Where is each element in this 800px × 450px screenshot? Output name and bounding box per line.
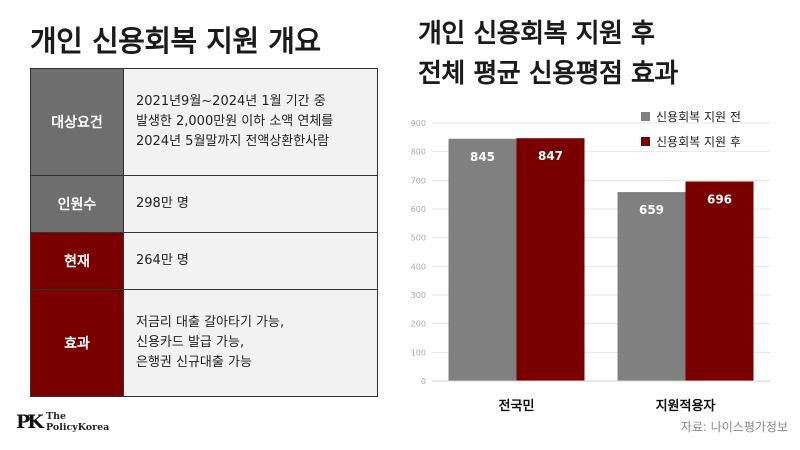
row-value-current: 264만 명 xyxy=(123,232,378,290)
y-tick-label: 300 xyxy=(411,291,426,300)
brand-logo-text: The PolicyKorea xyxy=(46,411,109,433)
brand-logo: PK The PolicyKorea xyxy=(16,409,109,435)
chart-title-line-2: 전체 평균 신용평점 효과 xyxy=(418,59,678,89)
legend-label: 신용회복 지원 후 xyxy=(656,135,741,149)
y-tick-label: 500 xyxy=(411,234,426,243)
source-note: 자료: 나이스평가정보 xyxy=(680,420,788,434)
left-title: 개인 신용회복 지원 개요 xyxy=(30,24,321,58)
brand-logo-mark: PK xyxy=(16,411,44,433)
chart-title: 개인 신용회복 지원 후 전체 평균 신용평점 효과 xyxy=(418,14,678,94)
legend-swatch xyxy=(641,112,650,121)
chart-title-line-1: 개인 신용회복 지원 후 xyxy=(418,19,655,49)
y-tick-label: 700 xyxy=(411,176,426,185)
row-label-target: 대상요건 xyxy=(30,68,124,176)
brand-logo-line-2: PolicyKorea xyxy=(46,422,110,433)
bar xyxy=(685,181,754,381)
y-tick-label: 100 xyxy=(411,348,426,357)
brand-logo-line-1: The xyxy=(46,411,67,422)
table-row: 인원수 298만 명 xyxy=(30,175,378,233)
table-row: 효과 저금리 대출 갈아타기 가능, 신용카드 발급 가능, 은행권 신규대출 … xyxy=(30,289,378,397)
x-category-label: 전국민 xyxy=(499,398,535,414)
legend-swatch xyxy=(641,137,650,146)
data-label: 659 xyxy=(639,203,664,217)
row-label-count: 인원수 xyxy=(30,175,124,233)
y-tick-label: 0 xyxy=(421,377,426,386)
x-category-label: 지원적용자 xyxy=(656,398,716,414)
data-label: 845 xyxy=(470,150,495,164)
y-tick-label: 800 xyxy=(411,148,426,157)
row-label-effect: 효과 xyxy=(30,289,124,397)
table-row: 대상요건 2021년9월~2024년 1월 기간 중 발생한 2,000만원 이… xyxy=(30,68,378,176)
y-tick-label: 900 xyxy=(411,119,426,128)
y-tick-label: 400 xyxy=(411,262,426,271)
bar xyxy=(516,138,585,381)
bar xyxy=(448,138,517,381)
data-label: 696 xyxy=(707,192,732,206)
row-value-target: 2021년9월~2024년 1월 기간 중 발생한 2,000만원 이하 소액 … xyxy=(123,68,378,176)
row-value-effect: 저금리 대출 갈아타기 가능, 신용카드 발급 가능, 은행권 신규대출 가능 xyxy=(123,289,378,397)
y-tick-label: 600 xyxy=(411,205,426,214)
y-tick-label: 200 xyxy=(411,320,426,329)
bar xyxy=(617,192,686,381)
data-label: 847 xyxy=(538,149,563,163)
legend-label: 신용회복 지원 전 xyxy=(656,110,741,124)
info-table: 대상요건 2021년9월~2024년 1월 기간 중 발생한 2,000만원 이… xyxy=(30,68,378,397)
row-value-count: 298만 명 xyxy=(123,175,378,233)
